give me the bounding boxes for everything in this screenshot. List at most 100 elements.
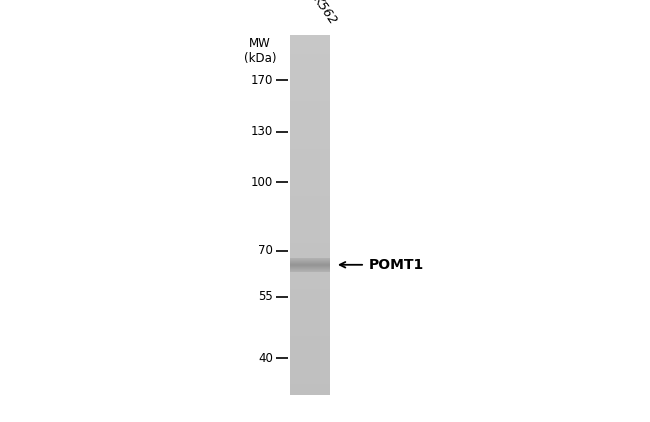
Bar: [290, 311, 330, 312]
Bar: [290, 57, 330, 58]
Bar: [290, 244, 330, 245]
Bar: [290, 220, 330, 221]
Bar: [290, 265, 330, 267]
Bar: [290, 215, 330, 216]
Bar: [290, 241, 330, 243]
Bar: [290, 330, 330, 331]
Bar: [290, 82, 330, 83]
Bar: [290, 42, 330, 43]
Bar: [290, 192, 330, 193]
Bar: [290, 368, 330, 370]
Bar: [290, 120, 330, 122]
Bar: [290, 210, 330, 211]
Bar: [290, 275, 330, 276]
Bar: [290, 233, 330, 234]
Text: 130: 130: [251, 125, 273, 138]
Text: POMT1: POMT1: [369, 258, 424, 272]
Bar: [290, 245, 330, 246]
Bar: [290, 347, 330, 348]
Bar: [290, 154, 330, 155]
Bar: [290, 268, 330, 269]
Bar: [290, 253, 330, 254]
Bar: [290, 346, 330, 347]
Bar: [290, 126, 330, 127]
Bar: [290, 162, 330, 163]
Bar: [290, 262, 330, 263]
Bar: [290, 207, 330, 208]
Bar: [290, 115, 330, 116]
Bar: [290, 299, 330, 300]
Bar: [290, 46, 330, 47]
Bar: [290, 381, 330, 382]
Bar: [290, 391, 330, 392]
Bar: [290, 167, 330, 168]
Bar: [290, 97, 330, 99]
Bar: [290, 143, 330, 144]
Bar: [290, 68, 330, 69]
Bar: [290, 342, 330, 344]
Bar: [290, 251, 330, 252]
Bar: [290, 268, 330, 269]
Bar: [290, 204, 330, 206]
Bar: [290, 263, 330, 264]
Bar: [290, 286, 330, 287]
Bar: [290, 378, 330, 379]
Bar: [290, 281, 330, 282]
Bar: [290, 36, 330, 38]
Bar: [290, 111, 330, 112]
Bar: [290, 118, 330, 119]
Bar: [290, 217, 330, 219]
Bar: [290, 246, 330, 247]
Bar: [290, 125, 330, 126]
Bar: [290, 235, 330, 237]
Bar: [290, 132, 330, 133]
Bar: [290, 75, 330, 76]
Bar: [290, 72, 330, 73]
Bar: [290, 216, 330, 217]
Bar: [290, 163, 330, 165]
Bar: [290, 358, 330, 359]
Bar: [290, 102, 330, 103]
Bar: [290, 237, 330, 238]
Bar: [290, 291, 330, 292]
Bar: [290, 47, 330, 48]
Bar: [290, 362, 330, 364]
Bar: [290, 341, 330, 342]
Bar: [290, 76, 330, 77]
Bar: [290, 247, 330, 249]
Bar: [290, 308, 330, 310]
Bar: [290, 64, 330, 65]
Bar: [290, 208, 330, 209]
Bar: [290, 383, 330, 384]
Bar: [290, 258, 330, 260]
Bar: [290, 267, 330, 268]
Bar: [290, 351, 330, 352]
Bar: [290, 219, 330, 220]
Bar: [290, 264, 330, 265]
Bar: [290, 392, 330, 394]
Bar: [290, 103, 330, 105]
Bar: [290, 232, 330, 233]
Bar: [290, 81, 330, 82]
Bar: [290, 260, 330, 261]
Bar: [290, 348, 330, 349]
Bar: [290, 43, 330, 45]
Bar: [290, 179, 330, 180]
Bar: [290, 153, 330, 154]
Bar: [290, 375, 330, 376]
Bar: [290, 200, 330, 202]
Bar: [290, 100, 330, 101]
Bar: [290, 52, 330, 53]
Bar: [290, 319, 330, 321]
Bar: [290, 92, 330, 94]
Bar: [290, 295, 330, 297]
Bar: [290, 168, 330, 169]
Bar: [290, 114, 330, 115]
Bar: [290, 85, 330, 87]
Bar: [290, 113, 330, 114]
Bar: [290, 196, 330, 197]
Bar: [290, 314, 330, 316]
Bar: [290, 109, 330, 111]
Bar: [290, 180, 330, 181]
Bar: [290, 150, 330, 151]
